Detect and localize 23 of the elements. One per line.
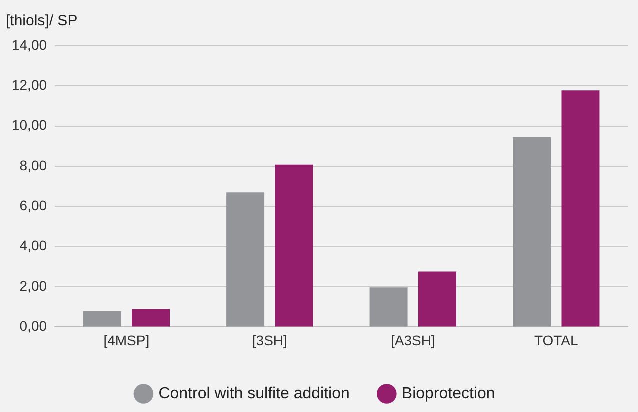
bar <box>83 311 122 327</box>
y-tick-label: 2,00 <box>20 278 48 294</box>
y-axis-title: [thiols]/ SP <box>6 12 78 30</box>
bar <box>275 164 314 327</box>
legend-label: Bioprotection <box>402 385 496 402</box>
bar <box>513 137 552 327</box>
y-tick-label: 6,00 <box>20 198 48 214</box>
bar <box>562 90 600 327</box>
y-tick-label: 10,00 <box>12 117 48 134</box>
y-tick-label: 12,00 <box>12 77 48 94</box>
bar <box>418 272 456 327</box>
bar <box>370 288 408 327</box>
y-tick-label: 0,00 <box>20 318 48 334</box>
x-tick-label: [4MSP] <box>104 332 150 348</box>
x-tick-label: TOTAL <box>534 332 579 348</box>
bar <box>132 309 170 327</box>
x-tick-label: [3SH] <box>252 332 288 348</box>
y-tick-label: 14,00 <box>12 36 48 53</box>
legend-label: Control with sulfite addition <box>158 385 350 402</box>
x-tick-label: [A3SH] <box>390 332 436 348</box>
y-tick-label: 4,00 <box>20 238 48 254</box>
bar <box>226 192 265 327</box>
y-tick-label: 8,00 <box>20 157 48 174</box>
